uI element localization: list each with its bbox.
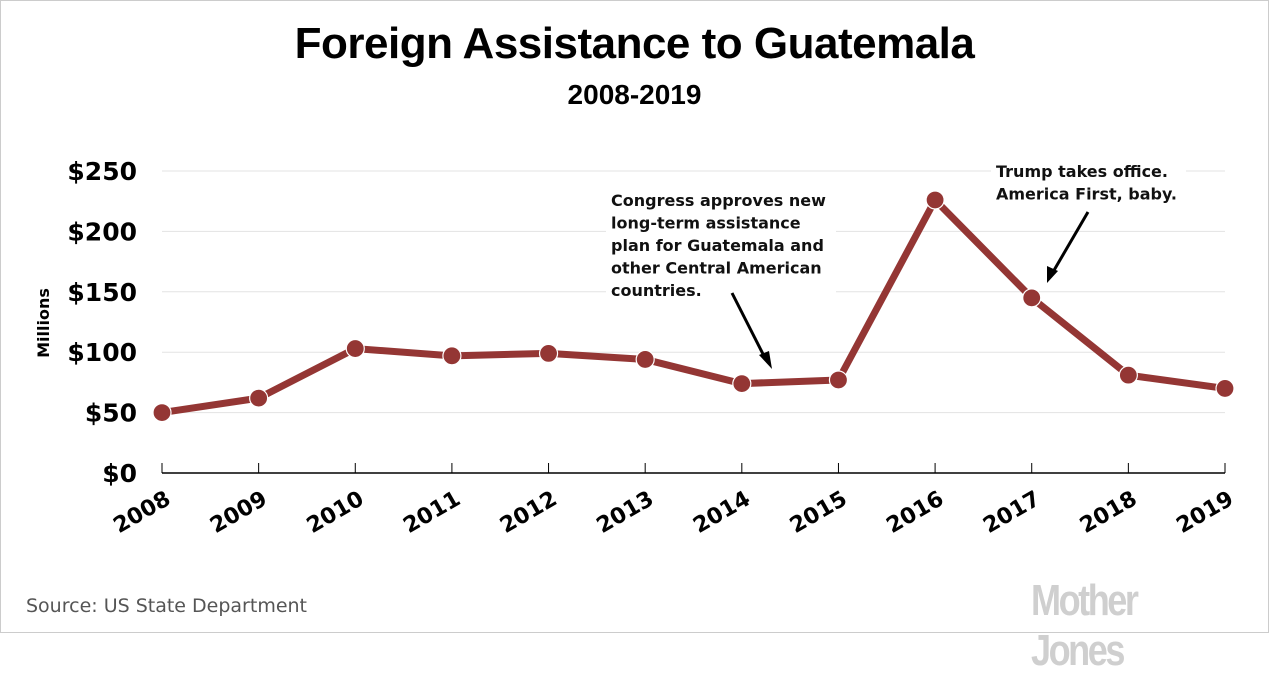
- series-line: [152, 190, 1235, 423]
- x-tick-label: 2011: [399, 487, 465, 539]
- data-point: [1118, 365, 1138, 385]
- data-point: [1215, 378, 1235, 399]
- series-line: [161, 196, 1226, 417]
- annotation-text: plan for Guatemala and: [611, 236, 824, 255]
- y-tick-label: $0: [102, 459, 137, 488]
- annotation-background: [991, 159, 1186, 207]
- y-axis-ticks: $0 $50 $100 $150 $200 $250: [67, 157, 137, 488]
- x-tick-label: 2017: [979, 487, 1045, 539]
- annotation-text: other Central American: [611, 259, 822, 278]
- y-tick-label: $200: [67, 217, 137, 246]
- data-point: [345, 338, 365, 359]
- x-tick-label: 2014: [689, 487, 755, 539]
- source-note: Source: US State Department: [26, 595, 308, 617]
- data-point: [635, 349, 655, 370]
- y-tick-label: $250: [67, 157, 137, 186]
- data-point: [828, 370, 849, 390]
- x-tick-label: 2015: [786, 487, 852, 539]
- data-point: [925, 190, 945, 210]
- x-tick-label: 2018: [1076, 487, 1142, 539]
- data-point: [442, 346, 462, 366]
- annotation-arrow: [730, 292, 768, 361]
- chart-title: Foreign Assistance to Guatemala: [294, 19, 975, 68]
- chart-subtitle: 2008-2019: [567, 79, 702, 110]
- y-tick-label: $150: [67, 278, 137, 307]
- x-tick-label: 2009: [206, 487, 272, 539]
- x-axis: 2008 2009 2010 2011 2012 2013 2014 2015 2016 2017…: [109, 463, 1238, 539]
- x-tick-label: 2010: [303, 487, 369, 539]
- x-tick-label: 2008: [109, 487, 175, 539]
- y-tick-label: $50: [85, 399, 137, 428]
- annotations: Congress approves new long-term assistanc…: [606, 159, 1186, 369]
- y-tick-label: $100: [67, 338, 137, 367]
- x-tick-label: 2016: [883, 487, 949, 539]
- annotation-background: [606, 185, 836, 303]
- data-point: [152, 403, 172, 423]
- data-point: [732, 374, 752, 394]
- annotation-text: Congress approves new: [611, 191, 826, 210]
- x-tick-label: 2019: [1172, 487, 1238, 539]
- data-point: [249, 388, 269, 408]
- y-axis-label: Millions: [34, 288, 53, 358]
- annotation-text: countries.: [611, 281, 702, 300]
- x-tick-label: 2012: [496, 487, 562, 539]
- data-point: [1022, 288, 1042, 308]
- arrowhead-icon: [759, 351, 772, 369]
- line-chart: $0$50$100$150$200$250 2008 2009 2010 2011 20…: [34, 157, 1238, 539]
- arrowhead-icon: [1047, 266, 1058, 283]
- annotation-arrow: [1051, 211, 1090, 273]
- annotation-text: America First, baby.: [996, 185, 1177, 204]
- x-tick-label: 2013: [593, 487, 659, 539]
- annotation-text: long-term assistance: [611, 214, 801, 233]
- annotation-text: Trump takes office.: [996, 162, 1168, 181]
- publisher-logo: Mother Jones: [1031, 576, 1139, 675]
- data-point: [538, 343, 559, 364]
